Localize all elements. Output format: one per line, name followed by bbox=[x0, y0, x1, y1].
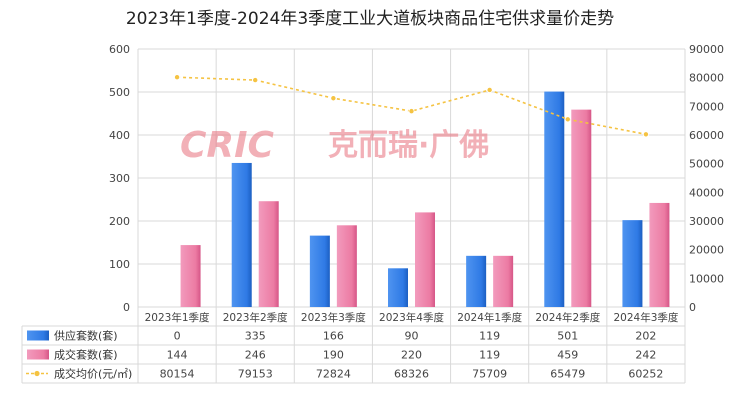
table-cell: 220 bbox=[401, 349, 422, 362]
category-label: 2023年3季度 bbox=[301, 311, 366, 324]
y-right-tick-label: 0 bbox=[689, 301, 696, 314]
table-cell: 119 bbox=[479, 349, 500, 362]
supply-bar bbox=[622, 220, 643, 307]
y-axis-right: 0 10000 20000 30000 40000 50000 60000 70000 8000… bbox=[689, 43, 724, 314]
sales-bar bbox=[180, 245, 201, 307]
y-left-tick-label: 500 bbox=[109, 86, 130, 99]
price-point bbox=[408, 108, 415, 115]
sales-bar bbox=[493, 255, 514, 307]
y-right-tick-label: 40000 bbox=[689, 186, 724, 199]
watermark: CRIC 克而瑞·广佛 bbox=[180, 125, 489, 166]
supply-bar bbox=[544, 91, 565, 307]
legend-key-price-dot bbox=[34, 370, 40, 377]
category-label: 2023年2季度 bbox=[223, 311, 288, 324]
sales-bar bbox=[571, 109, 592, 307]
category-label: 2023年4季度 bbox=[379, 311, 444, 324]
price-point bbox=[486, 86, 493, 93]
y-left-tick-label: 100 bbox=[109, 258, 130, 271]
table-cell: 166 bbox=[323, 330, 344, 343]
legend-label: 供应套数(套) bbox=[54, 329, 118, 343]
supply-bar bbox=[231, 162, 252, 307]
sales-bar bbox=[336, 225, 357, 307]
y-right-tick-label: 70000 bbox=[689, 100, 724, 113]
category-label: 2024年3季度 bbox=[613, 311, 678, 324]
price-point bbox=[642, 131, 649, 138]
supply-bar bbox=[309, 235, 330, 307]
y-right-tick-label: 10000 bbox=[689, 272, 724, 285]
price-point bbox=[174, 74, 181, 81]
sales-bar bbox=[258, 201, 279, 307]
chart-title: 2023年1季度-2024年3季度工业大道板块商品住宅供求量价走势 bbox=[126, 9, 614, 29]
table-cell: 144 bbox=[167, 349, 188, 362]
legend-key-sales bbox=[27, 349, 49, 360]
bars bbox=[180, 91, 670, 307]
table-cell: 459 bbox=[557, 349, 578, 362]
y-right-tick-label: 80000 bbox=[689, 72, 724, 85]
y-left-tick-label: 600 bbox=[109, 43, 130, 56]
table-cell: 72824 bbox=[316, 368, 351, 381]
y-left-tick-label: 0 bbox=[123, 301, 130, 314]
watermark-text: 克而瑞·广佛 bbox=[328, 128, 489, 163]
watermark-logo: CRIC bbox=[180, 125, 275, 166]
category-label: 2024年1季度 bbox=[457, 311, 522, 324]
table-cell: 246 bbox=[245, 349, 266, 362]
table-cell: 0 bbox=[174, 330, 181, 343]
table-cell: 119 bbox=[479, 330, 500, 343]
price-point bbox=[330, 95, 337, 102]
category-label: 2024年2季度 bbox=[535, 311, 600, 324]
y-left-tick-label: 300 bbox=[109, 172, 130, 185]
table-cell: 65479 bbox=[550, 368, 585, 381]
category-label: 2023年1季度 bbox=[145, 311, 210, 324]
y-right-tick-label: 50000 bbox=[689, 158, 724, 171]
table-cell: 79153 bbox=[238, 368, 273, 381]
table-cell: 90 bbox=[405, 330, 419, 343]
sales-bar bbox=[415, 212, 435, 307]
supply-bar bbox=[388, 268, 408, 307]
y-right-tick-label: 20000 bbox=[689, 244, 724, 257]
supply-bar bbox=[466, 255, 487, 307]
table-cell: 202 bbox=[635, 330, 656, 343]
y-left-tick-label: 400 bbox=[109, 129, 130, 142]
table-cell: 68326 bbox=[394, 368, 429, 381]
y-axis-left: 0 100 200 300 400 500 600 bbox=[109, 43, 130, 314]
data-table: 2023年1季度 2023年2季度 2023年3季度 2023年4季度 2024年1季度… bbox=[26, 311, 679, 381]
y-right-tick-label: 90000 bbox=[689, 43, 724, 56]
sales-bar bbox=[649, 202, 670, 307]
price-line bbox=[174, 74, 649, 138]
table-cell: 335 bbox=[245, 330, 266, 343]
table-cell: 60252 bbox=[628, 368, 663, 381]
table-cell: 242 bbox=[635, 349, 656, 362]
legend-label: 成交套数(套) bbox=[54, 348, 118, 362]
y-left-tick-label: 200 bbox=[109, 215, 130, 228]
price-point bbox=[252, 77, 259, 84]
legend-label: 成交均价(元/㎡) bbox=[54, 367, 132, 381]
price-point bbox=[564, 116, 571, 123]
table-cell: 75709 bbox=[472, 368, 507, 381]
table-cell: 80154 bbox=[160, 368, 195, 381]
table-cell: 501 bbox=[557, 330, 578, 343]
y-right-tick-label: 30000 bbox=[689, 215, 724, 228]
table-cell: 190 bbox=[323, 349, 344, 362]
legend-key-supply bbox=[27, 330, 49, 341]
y-right-tick-label: 60000 bbox=[689, 129, 724, 142]
